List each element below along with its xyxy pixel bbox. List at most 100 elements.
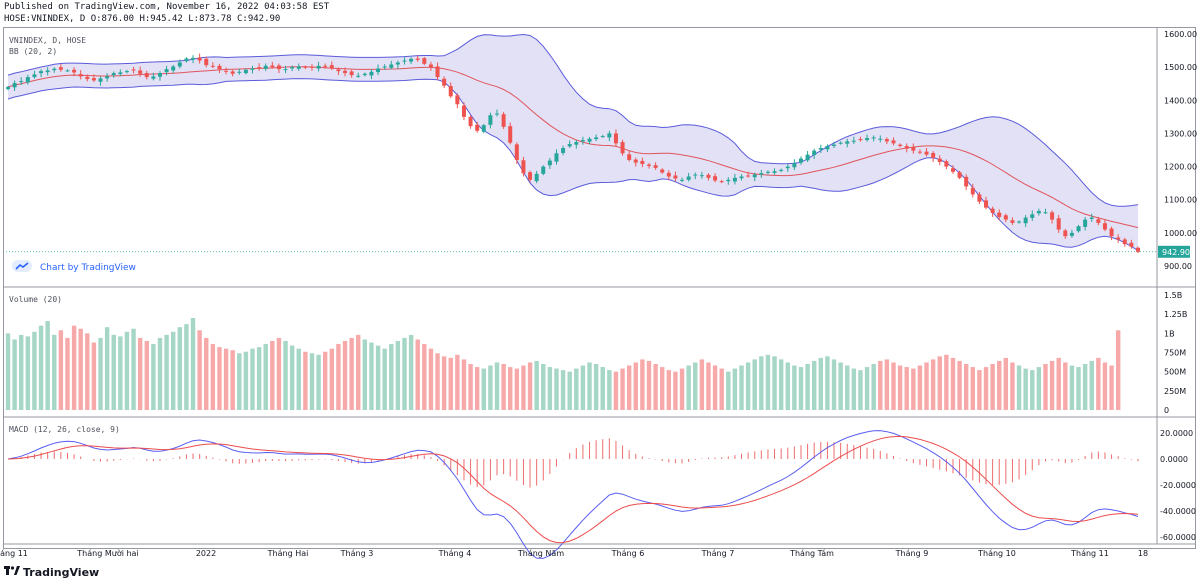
volume-bar: [488, 365, 493, 410]
bb-indicator-title[interactable]: BB (20, 2): [9, 47, 58, 56]
volume-bar: [620, 368, 625, 410]
candle-body: [646, 164, 651, 166]
volume-bar: [71, 325, 77, 410]
candle-body: [818, 148, 823, 150]
time-tick-label: Tháng Mười hai: [76, 548, 138, 558]
macd-tick-label: 20.0000: [1160, 429, 1193, 438]
candle-body: [32, 74, 37, 78]
volume-bar: [184, 324, 189, 410]
candle-body: [369, 71, 374, 76]
candle-body: [171, 66, 176, 71]
volume-bar: [316, 354, 321, 410]
candle-body: [118, 72, 123, 75]
candle-body: [138, 70, 143, 74]
volume-bar: [111, 334, 116, 410]
volume-bar: [851, 368, 857, 410]
volume-bar: [481, 368, 486, 410]
candle-body: [316, 65, 321, 69]
candle-body: [243, 69, 248, 74]
candle-body: [600, 136, 605, 138]
volume-bar: [256, 347, 262, 410]
candle-body: [719, 181, 724, 183]
volume-bar: [501, 364, 506, 410]
volume-bar: [1063, 362, 1068, 410]
candle-body: [356, 75, 361, 77]
volume-bar: [118, 336, 123, 410]
volume-bar: [52, 334, 57, 410]
bb-basis-line: [7, 66, 1139, 229]
volume-bar: [474, 367, 480, 410]
candle-body: [475, 124, 480, 131]
volume-bar: [362, 339, 368, 410]
candle-body: [554, 153, 559, 162]
volume-bar: [250, 348, 255, 410]
volume-bar: [679, 368, 685, 410]
volume-tick-label: 1B: [1164, 329, 1175, 338]
volume-bar: [514, 368, 520, 410]
candle-body: [984, 200, 989, 208]
volume-bar: [811, 360, 817, 410]
time-tick-label: Tháng 11: [1070, 549, 1109, 558]
candle-body: [191, 57, 196, 60]
volume-bar: [25, 336, 31, 410]
candle-body: [184, 58, 189, 62]
candle-body: [660, 169, 665, 173]
candle-body: [19, 81, 24, 83]
volume-bar: [494, 362, 500, 410]
volume-bar: [858, 370, 863, 410]
volume-bar: [831, 359, 837, 410]
time-tick-label: Tháng Tám: [789, 549, 834, 558]
tradingview-footer-logo[interactable]: TradingView: [4, 565, 99, 579]
candle-body: [382, 66, 387, 68]
volume-bar: [461, 359, 467, 410]
chart-by-tradingview-link[interactable]: Chart by TradingView: [12, 260, 136, 275]
candle-body: [495, 113, 500, 115]
candle-body: [653, 165, 658, 168]
candle-body: [547, 160, 552, 166]
candle-body: [937, 158, 942, 162]
macd-histogram: [14, 438, 1139, 488]
volume-bar: [124, 331, 130, 410]
volume-bar: [223, 348, 229, 410]
volume-bar: [455, 354, 460, 410]
candle-body: [85, 76, 90, 80]
candle-body: [613, 133, 618, 144]
macd-panel-title[interactable]: MACD (12, 26, close, 9): [9, 425, 120, 434]
volume-bar: [1089, 360, 1094, 410]
volume-bar: [541, 364, 546, 410]
candle-body: [785, 166, 790, 169]
volume-bar: [593, 364, 599, 410]
volume-bar: [633, 362, 638, 410]
volume-bar: [726, 371, 731, 410]
candle-body: [851, 140, 856, 142]
volume-bar: [45, 321, 50, 410]
volume-bar: [309, 353, 315, 410]
volume-bar: [1115, 330, 1121, 410]
volume-bar: [930, 359, 936, 410]
volume-bar: [131, 328, 136, 410]
candle-body: [257, 67, 262, 69]
volume-panel-title[interactable]: Volume (20): [9, 295, 62, 304]
candle-body: [878, 138, 883, 140]
volume-bar: [792, 365, 797, 410]
volume-bar: [977, 370, 982, 410]
candle-body: [283, 69, 288, 71]
candle-body: [177, 62, 182, 67]
volume-tick-label: 1.5B: [1164, 291, 1182, 300]
candle-body: [514, 144, 519, 160]
last-price-badge: [1158, 245, 1190, 258]
candle-body: [1129, 242, 1134, 247]
candle-body: [12, 83, 17, 88]
candle-body: [250, 68, 255, 70]
candle-body: [594, 137, 599, 140]
volume-tick-label: 0: [1164, 406, 1169, 415]
candle-body: [343, 70, 348, 74]
candle-body: [415, 58, 420, 60]
volume-bar: [719, 368, 724, 410]
candle-body: [693, 174, 698, 176]
candle-body: [587, 138, 592, 142]
candle-body: [1136, 247, 1140, 252]
candle-body: [290, 67, 295, 69]
candle-body: [580, 140, 585, 142]
